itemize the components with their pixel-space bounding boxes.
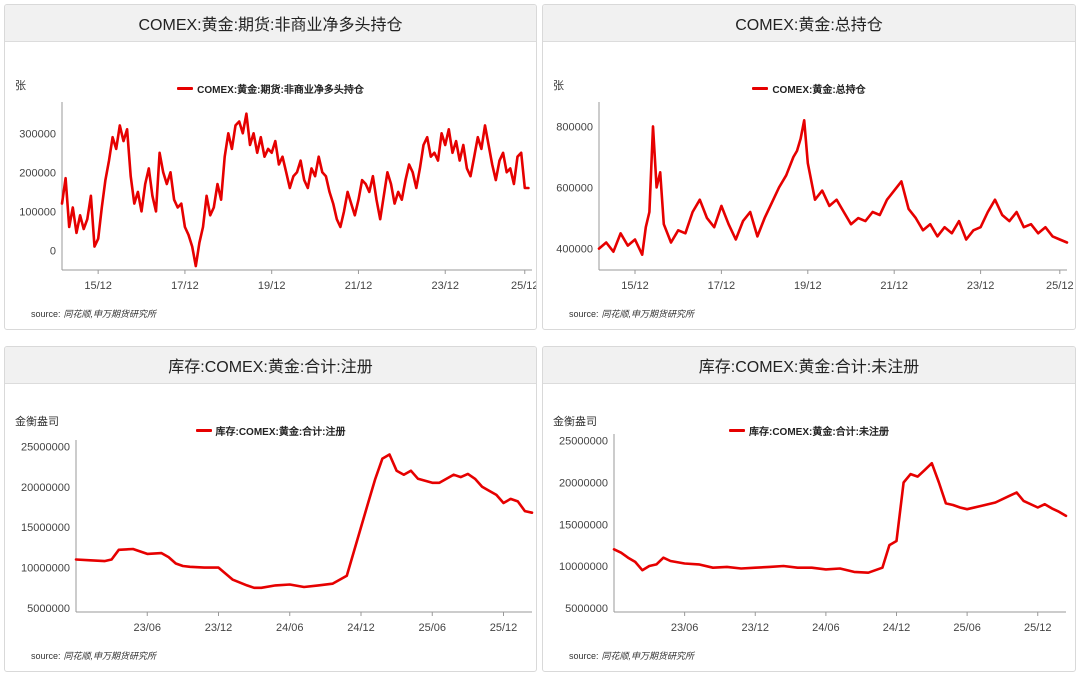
legend-swatch bbox=[177, 87, 194, 90]
chart-panel-registered: 库存:COMEX:黄金:合计:注册 金衡盎司 库存:COMEX:黄金:合计:注册… bbox=[4, 346, 537, 672]
chart-plot: 5000000 10000000 15000000 20000000 25000000 2… bbox=[559, 434, 1068, 634]
y-unit-label: 金衡盎司 bbox=[15, 416, 59, 428]
chart-plot: 5000000 10000000 15000000 20000000 25000000 2… bbox=[21, 440, 534, 634]
y-tick-label: 200000 bbox=[19, 167, 56, 179]
y-tick-label: 15000000 bbox=[21, 522, 70, 534]
source-note: source: 同花顺,申万期货研究所 bbox=[31, 307, 156, 320]
legend: 库存:COMEX:黄金:合计:未注册 bbox=[543, 423, 1075, 438]
source-note: source: 同花顺,申万期货研究所 bbox=[569, 307, 694, 320]
x-tick-label: 23/06 bbox=[671, 622, 699, 634]
y-tick-label: 25000000 bbox=[559, 436, 608, 448]
legend-swatch bbox=[752, 87, 769, 90]
series-line bbox=[74, 453, 534, 590]
x-tick-label: 21/12 bbox=[345, 280, 373, 292]
source-note: source: 同花顺,申万期货研究所 bbox=[569, 649, 694, 662]
x-tick-label: 25/12 bbox=[1024, 622, 1052, 634]
y-tick-label: 600000 bbox=[556, 183, 593, 195]
chart-plot: 0 100000 200000 300000 15/12 17/12 19/12 21/12 2… bbox=[19, 102, 537, 292]
y-tick-label: 0 bbox=[50, 245, 56, 257]
chart-title: COMEX:黄金:期货:非商业净多头持仓 bbox=[5, 5, 536, 42]
legend: 库存:COMEX:黄金:合计:注册 bbox=[5, 423, 536, 438]
x-tick-label: 23/12 bbox=[741, 622, 769, 634]
x-tick-label: 23/12 bbox=[205, 622, 233, 634]
x-tick-label: 25/06 bbox=[418, 622, 446, 634]
chart-title: 库存:COMEX:黄金:合计:注册 bbox=[5, 347, 536, 384]
y-tick-label: 20000000 bbox=[559, 477, 608, 489]
x-tick-label: 19/12 bbox=[794, 280, 822, 292]
legend: COMEX:黄金:期货:非商业净多头持仓 bbox=[5, 81, 536, 96]
y-tick-label: 800000 bbox=[556, 121, 593, 133]
source-label: source: bbox=[31, 309, 61, 319]
source-name: 同花顺,申万期货研究所 bbox=[601, 309, 695, 319]
x-tick-label: 23/12 bbox=[967, 280, 995, 292]
source-label: source: bbox=[569, 651, 599, 661]
x-tick-label: 23/06 bbox=[133, 622, 161, 634]
legend-label: 库存:COMEX:黄金:合计:未注册 bbox=[749, 427, 889, 438]
source-note: source: 同花顺,申万期货研究所 bbox=[31, 649, 156, 662]
legend-label: COMEX:黄金:总持仓 bbox=[772, 85, 866, 96]
x-tick-label: 24/12 bbox=[883, 622, 911, 634]
y-unit-label: 张 bbox=[553, 80, 564, 92]
x-tick-label: 23/12 bbox=[431, 280, 459, 292]
source-name: 同花顺,申万期货研究所 bbox=[601, 651, 695, 661]
x-tick-label: 24/06 bbox=[276, 622, 304, 634]
series-line bbox=[612, 461, 1068, 574]
chart-panel-total-oi: COMEX:黄金:总持仓 张 COMEX:黄金:总持仓 400000 600000… bbox=[542, 4, 1076, 330]
y-tick-label: 25000000 bbox=[21, 441, 70, 453]
y-tick-label: 10000000 bbox=[21, 563, 70, 575]
x-tick-label: 19/12 bbox=[258, 280, 286, 292]
source-label: source: bbox=[569, 309, 599, 319]
x-tick-label: 24/12 bbox=[347, 622, 375, 634]
x-tick-label: 25/12 bbox=[511, 280, 537, 292]
x-tick-label: 17/12 bbox=[171, 280, 199, 292]
x-tick-label: 24/06 bbox=[812, 622, 840, 634]
chart-title: 库存:COMEX:黄金:合计:未注册 bbox=[543, 347, 1075, 384]
y-tick-label: 400000 bbox=[556, 244, 593, 256]
x-tick-label: 21/12 bbox=[880, 280, 908, 292]
x-tick-label: 15/12 bbox=[621, 280, 649, 292]
legend-label: 库存:COMEX:黄金:合计:注册 bbox=[215, 427, 346, 438]
y-unit-label: 张 bbox=[15, 80, 26, 92]
series-line bbox=[597, 119, 1069, 256]
y-tick-label: 300000 bbox=[19, 128, 56, 140]
legend-swatch bbox=[195, 429, 212, 432]
y-tick-label: 15000000 bbox=[559, 519, 608, 531]
source-name: 同花顺,申万期货研究所 bbox=[63, 309, 157, 319]
legend-swatch bbox=[729, 429, 745, 432]
chart-panel-net-long: COMEX:黄金:期货:非商业净多头持仓 张 COMEX:黄金:期货:非商业净多… bbox=[4, 4, 537, 330]
source-name: 同花顺,申万期货研究所 bbox=[63, 651, 157, 661]
y-tick-label: 20000000 bbox=[21, 482, 70, 494]
chart-panel-eligible: 库存:COMEX:黄金:合计:未注册 金衡盎司 库存:COMEX:黄金:合计:未… bbox=[542, 346, 1076, 672]
legend-label: COMEX:黄金:期货:非商业净多头持仓 bbox=[197, 85, 364, 96]
chart-plot: 400000 600000 800000 15/12 17/12 19/12 21/12 23… bbox=[556, 102, 1074, 292]
y-tick-label: 5000000 bbox=[27, 603, 70, 615]
x-tick-label: 25/12 bbox=[490, 622, 518, 634]
series-line bbox=[60, 112, 530, 268]
y-tick-label: 5000000 bbox=[565, 603, 608, 615]
legend: COMEX:黄金:总持仓 bbox=[543, 81, 1075, 96]
source-label: source: bbox=[31, 651, 61, 661]
chart-title: COMEX:黄金:总持仓 bbox=[543, 5, 1075, 42]
x-tick-label: 17/12 bbox=[708, 280, 736, 292]
y-unit-label: 金衡盎司 bbox=[553, 416, 597, 428]
y-tick-label: 100000 bbox=[19, 206, 56, 218]
x-tick-label: 15/12 bbox=[84, 280, 112, 292]
x-tick-label: 25/12 bbox=[1046, 280, 1074, 292]
x-tick-label: 25/06 bbox=[953, 622, 981, 634]
y-tick-label: 10000000 bbox=[559, 561, 608, 573]
